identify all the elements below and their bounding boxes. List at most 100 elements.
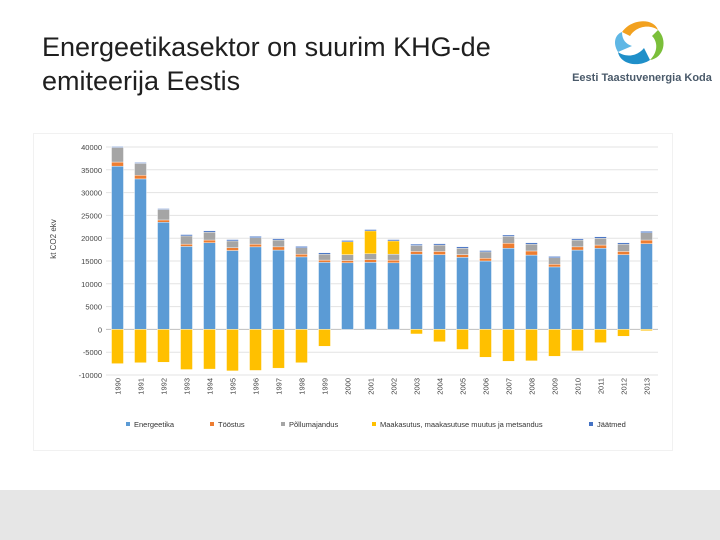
bar-segment xyxy=(548,329,561,357)
x-tick-label: 2001 xyxy=(367,378,376,395)
bar-segment xyxy=(249,236,262,238)
bar-segment xyxy=(249,243,262,248)
bar-segment xyxy=(364,229,377,232)
bar-segment xyxy=(548,266,561,330)
bar-segment xyxy=(157,208,170,210)
legend-label: Põllumajandus xyxy=(289,420,338,429)
bar-segment xyxy=(157,209,170,221)
bar-segment xyxy=(594,236,607,239)
y-tick-label: 15000 xyxy=(81,257,102,266)
bar-segment xyxy=(456,254,469,258)
bar-segment xyxy=(617,329,630,337)
bar-segment xyxy=(479,251,492,259)
bar-segment xyxy=(272,246,285,251)
bar-segment xyxy=(456,248,469,255)
x-tick-label: 1995 xyxy=(229,378,238,395)
legend-swatch xyxy=(372,422,376,426)
bar-segment xyxy=(111,329,124,364)
bar-segment xyxy=(134,329,147,363)
chart-container: 40000 35000 30000 25000 20000 15000 10000 5000 0… xyxy=(34,134,672,450)
bar-segment xyxy=(502,329,515,362)
bar-segment xyxy=(410,243,423,246)
bar-segment xyxy=(617,251,630,255)
x-tick-label: 2005 xyxy=(459,378,468,395)
bar-segment xyxy=(502,234,515,237)
bar-segment xyxy=(341,240,354,243)
x-tick-label: 1999 xyxy=(321,378,330,395)
bar-segment xyxy=(479,258,492,262)
bar-segment xyxy=(364,259,377,263)
bar-segment xyxy=(203,242,216,330)
bar-segment xyxy=(111,147,124,163)
bar-segment xyxy=(456,246,469,249)
bar-segment xyxy=(525,242,538,245)
bar-segment xyxy=(295,256,308,330)
y-tick-label: 20000 xyxy=(81,234,102,243)
x-tick-label: 2011 xyxy=(597,378,606,394)
x-tick-label: 2013 xyxy=(643,378,652,395)
x-tick-label: 2009 xyxy=(551,378,560,395)
bar-segment xyxy=(387,262,400,330)
bar-segment xyxy=(410,245,423,252)
x-tick-label: 1990 xyxy=(114,378,123,395)
slide-title: Energeetikasektor on suurim KHG-de emite… xyxy=(42,32,491,96)
y-tick-label: 10000 xyxy=(81,280,102,289)
bar-segment xyxy=(594,329,607,343)
bar-segment xyxy=(617,254,630,330)
bar-segment xyxy=(272,239,285,248)
bar-segment xyxy=(203,239,216,243)
bar-segment xyxy=(571,329,584,352)
x-tick-label: 1992 xyxy=(160,378,169,395)
y-tick-label: 30000 xyxy=(81,189,102,198)
x-tick-label: 1993 xyxy=(183,378,192,395)
bar-segment xyxy=(456,257,469,330)
x-tick-label: 2004 xyxy=(436,378,445,395)
bar-segment xyxy=(571,238,584,241)
bar-segment xyxy=(341,254,354,261)
bar-segment xyxy=(433,244,446,252)
bar-segment xyxy=(295,329,308,363)
bar-segment xyxy=(249,237,262,245)
bar-segment xyxy=(433,254,446,330)
bar-segment xyxy=(295,253,308,258)
bar-segment xyxy=(640,329,653,331)
bars xyxy=(111,146,653,372)
legend-label: Tööstus xyxy=(218,420,245,429)
bar-segment xyxy=(180,235,193,245)
bar-segment xyxy=(180,246,193,330)
bar-segment xyxy=(594,244,607,249)
bar-segment xyxy=(157,219,170,223)
legend-swatch xyxy=(589,422,593,426)
bar-segment xyxy=(203,230,216,233)
bar-segment xyxy=(640,231,653,233)
x-tick-label: 2010 xyxy=(574,378,583,395)
bar-segment xyxy=(318,259,331,263)
x-tick-label: 1998 xyxy=(298,378,307,395)
x-tick-label: 2006 xyxy=(482,378,491,395)
legend: Energeetika Tööstus Põllumajandus Maakasutu… xyxy=(126,420,626,429)
bar-segment xyxy=(203,329,216,370)
y-tick-labels: 40000 35000 30000 25000 20000 15000 10000 5000 0… xyxy=(79,143,102,380)
bar-segment xyxy=(525,329,538,362)
legend-label: Energeetika xyxy=(134,420,175,429)
bar-segment xyxy=(111,146,124,148)
y-tick-label: 35000 xyxy=(81,166,102,175)
bar-segment xyxy=(111,161,124,167)
x-tick-labels: 1990 1991 1992 1993 1994 1995 1996 1997 1998 1999… xyxy=(114,378,652,395)
x-tick-label: 1997 xyxy=(275,378,284,395)
bar-segment xyxy=(226,240,239,248)
bar-segment xyxy=(479,260,492,330)
bar-segment xyxy=(180,234,193,237)
legend-label: Jäätmed xyxy=(597,420,626,429)
bar-segment xyxy=(134,175,147,180)
bar-segment xyxy=(341,260,354,264)
legend-swatch xyxy=(126,422,130,426)
logo-text: Eesti Taastuvenergia Koda xyxy=(572,72,712,84)
bar-segment xyxy=(180,329,193,370)
bar-segment xyxy=(548,263,561,268)
bar-segment xyxy=(341,262,354,330)
bar-segment xyxy=(640,232,653,241)
bar-segment xyxy=(272,329,285,369)
bar-segment xyxy=(548,256,561,259)
bar-segment xyxy=(180,243,193,247)
